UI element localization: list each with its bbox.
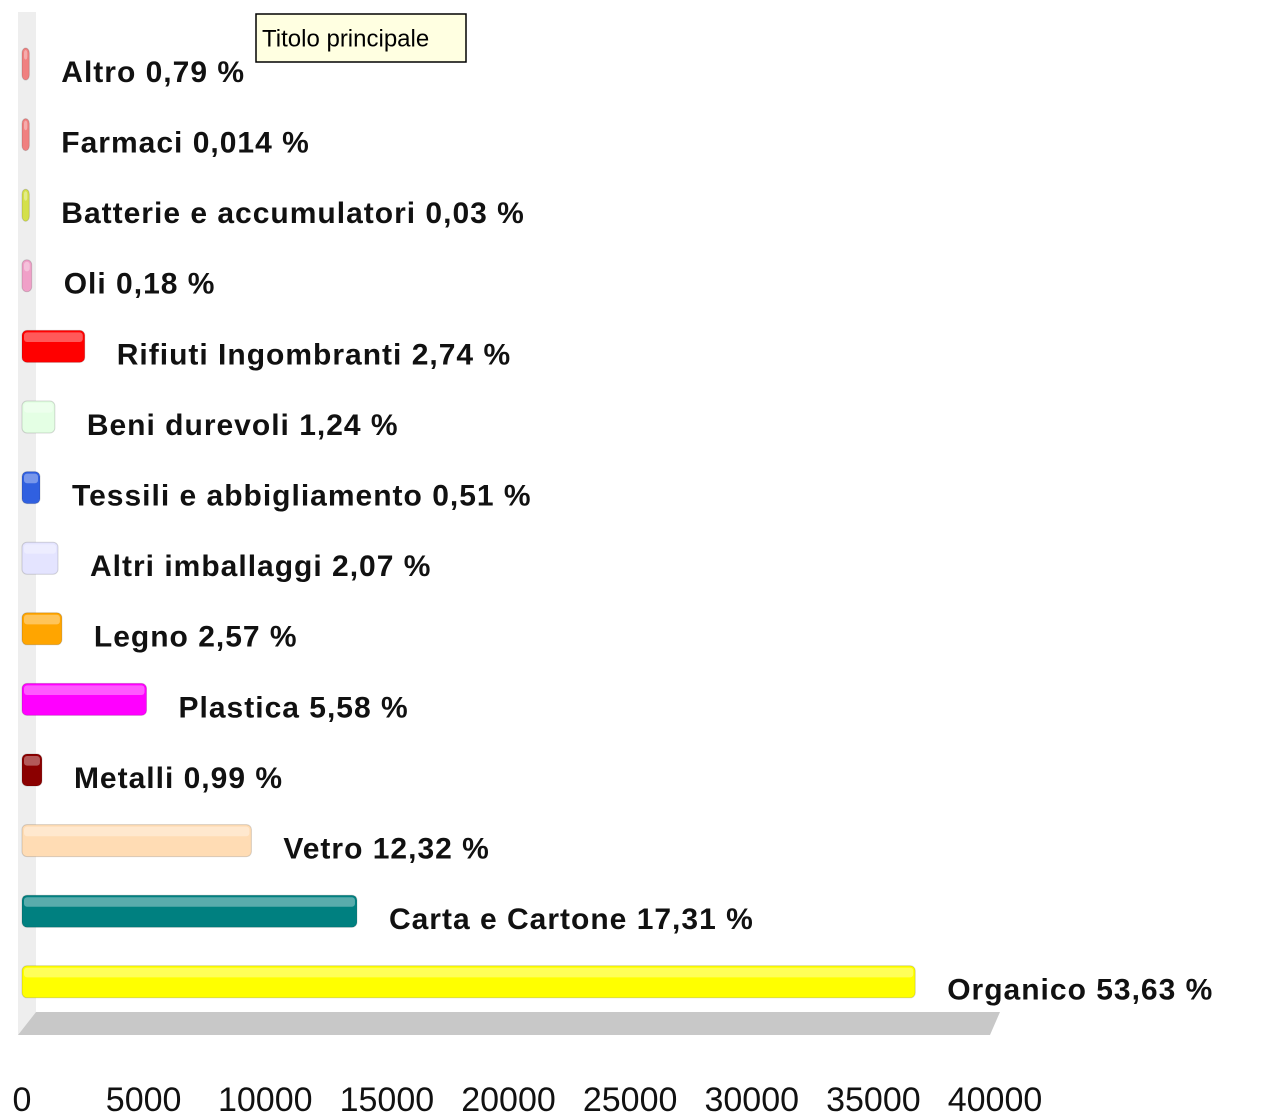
bar-highlight <box>24 473 39 484</box>
bar-label: Altri imballaggi 2,07 % <box>90 550 431 583</box>
x-tick-label: 15000 <box>340 1081 435 1119</box>
x-tick-label: 30000 <box>704 1081 799 1119</box>
bars: Altro 0,79 % Farmaci 0,014 % Batterie e ac… <box>21 47 1213 1007</box>
bar-highlight <box>24 967 914 978</box>
bar <box>21 824 252 858</box>
bar-highlight <box>24 50 28 60</box>
bar <box>21 329 86 363</box>
bar-highlight <box>24 544 57 554</box>
bar-label: Tessili e abbigliamento 0,51 % <box>72 480 532 513</box>
bar-label: Legno 2,57 % <box>94 621 298 654</box>
bar-label: Plastica 5,58 % <box>179 691 409 724</box>
bar <box>21 259 33 293</box>
bar-label: Organico 53,63 % <box>947 974 1213 1007</box>
bar <box>21 541 59 575</box>
x-tick-label: 35000 <box>826 1081 921 1119</box>
bar-highlight <box>24 897 355 907</box>
bar-highlight <box>24 614 60 625</box>
x-tick-label: 40000 <box>948 1081 1043 1119</box>
left-wall <box>18 12 36 1035</box>
x-tick-label: 10000 <box>218 1081 313 1119</box>
bar <box>21 894 358 928</box>
x-tick-label: 25000 <box>583 1081 678 1119</box>
bar-highlight <box>24 403 53 413</box>
bar-highlight <box>24 685 145 695</box>
bar-label: Carta e Cartone 17,31 % <box>389 903 754 936</box>
bar-label: Metalli 0,99 % <box>74 762 283 795</box>
bar-label: Oli 0,18 % <box>64 268 216 301</box>
tooltip: Titolo principale <box>255 13 467 63</box>
tooltip-text: Titolo principale <box>262 25 429 52</box>
bar-highlight <box>24 120 28 131</box>
floor <box>18 1012 1000 1035</box>
bar-label: Rifiuti Ingombranti 2,74 % <box>117 338 511 371</box>
tooltip-box <box>255 13 467 63</box>
bar <box>21 400 56 434</box>
bar-highlight <box>24 826 250 837</box>
bar-highlight <box>24 261 30 272</box>
x-tick-label: 5000 <box>106 1081 182 1119</box>
bar-label: Beni durevoli 1,24 % <box>87 409 399 442</box>
bar-label: Vetro 12,32 % <box>283 833 489 866</box>
bar-highlight <box>24 332 83 342</box>
bar <box>21 965 916 999</box>
bar-label: Altro 0,79 % <box>61 56 245 89</box>
x-tick-label: 0 <box>13 1081 32 1119</box>
bar <box>21 188 30 222</box>
bar-label: Farmaci 0,014 % <box>61 127 309 160</box>
bar <box>21 753 43 787</box>
bar <box>21 118 30 152</box>
bar <box>21 47 30 81</box>
bar-highlight <box>24 191 28 201</box>
x-tick-label: 20000 <box>461 1081 556 1119</box>
bar-highlight <box>24 756 40 766</box>
bar <box>21 471 41 505</box>
bar <box>21 682 148 716</box>
bar <box>21 612 63 646</box>
bar-label: Batterie e accumulatori 0,03 % <box>61 197 525 230</box>
